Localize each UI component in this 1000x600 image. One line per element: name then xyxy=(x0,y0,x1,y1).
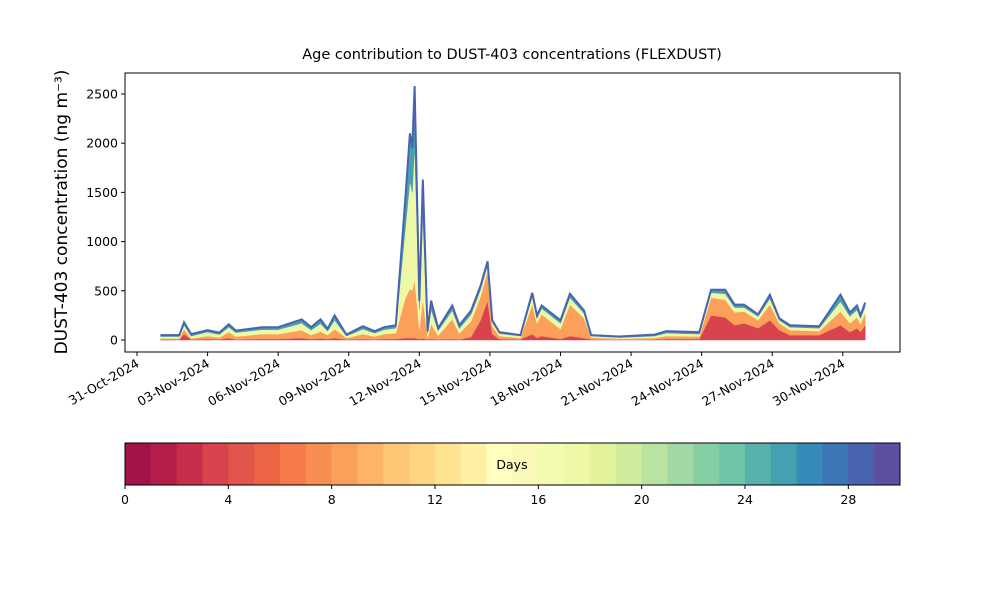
x-tick-label: 30-Nov-2024 xyxy=(770,356,848,409)
colorbar-tick-label: 20 xyxy=(634,492,650,507)
y-tick-label: 2000 xyxy=(86,136,118,151)
colorbar-tick-label: 8 xyxy=(328,492,336,507)
x-tick-label: 15-Nov-2024 xyxy=(417,356,495,409)
colorbar-cell xyxy=(874,443,901,485)
colorbar-cell xyxy=(538,443,565,485)
colorbar-cell xyxy=(409,443,436,485)
x-tick-label: 27-Nov-2024 xyxy=(699,356,777,409)
y-tick-label: 1500 xyxy=(86,185,118,200)
colorbar-cell xyxy=(357,443,384,485)
x-tick-label: 21-Nov-2024 xyxy=(558,356,636,409)
colorbar-cell xyxy=(822,443,849,485)
colorbar-cell xyxy=(202,443,229,485)
colorbar-frame xyxy=(124,442,901,486)
y-tick-label: 500 xyxy=(94,283,118,298)
colorbar-tick-label: 0 xyxy=(121,492,129,507)
colorbar-cell xyxy=(228,443,255,485)
x-tick-label: 06-Nov-2024 xyxy=(205,356,283,409)
x-tick-label: 09-Nov-2024 xyxy=(276,356,354,409)
colorbar-cell xyxy=(512,443,539,485)
colorbar-cell xyxy=(615,443,643,485)
colorbar-cell xyxy=(280,443,307,485)
colorbar-cell xyxy=(770,443,798,485)
colorbar-tick-label: 12 xyxy=(427,492,443,507)
colorbar-tick-label: 28 xyxy=(840,492,856,507)
colorbar-cell xyxy=(254,443,281,485)
colorbar-cell xyxy=(796,443,823,485)
chart-title: Age contribution to DUST-403 concentrati… xyxy=(302,47,722,63)
plot-frame xyxy=(124,72,901,353)
colorbar-cell xyxy=(125,443,152,485)
colorbar-cell xyxy=(383,443,410,485)
x-tick-label: 03-Nov-2024 xyxy=(135,356,213,409)
colorbar-cell xyxy=(590,443,617,485)
colorbar-cell xyxy=(667,443,694,485)
colorbar-cell xyxy=(848,443,875,485)
y-tick-label: 0 xyxy=(110,332,118,347)
colorbar-cell xyxy=(564,443,591,485)
area xyxy=(160,145,866,339)
x-tick-label: 12-Nov-2024 xyxy=(346,356,424,409)
x-tick-label: 31-Oct-2024 xyxy=(66,356,142,408)
colorbar-label: Days xyxy=(496,457,527,472)
x-tick-label: 24-Nov-2024 xyxy=(629,356,707,409)
colorbar-cell xyxy=(486,443,513,485)
x-tick-label: 18-Nov-2024 xyxy=(488,356,566,409)
colorbar-cell xyxy=(331,443,358,485)
y-tick-label: 1000 xyxy=(86,234,118,249)
y-tick-label: 2500 xyxy=(86,86,118,101)
colorbar-cell xyxy=(641,443,668,485)
colorbar-cell xyxy=(176,443,203,485)
y-axis-label: DUST-403 concentration (ng m⁻³) xyxy=(52,70,72,355)
area xyxy=(160,86,866,338)
colorbar-tick-label: 24 xyxy=(737,492,753,507)
colorbar-tick-label: 4 xyxy=(224,492,232,507)
colorbar-cell xyxy=(305,443,333,485)
total-line xyxy=(160,86,867,338)
colorbar-cell xyxy=(745,443,772,485)
colorbar-cell xyxy=(693,443,720,485)
colorbar-cell xyxy=(719,443,746,485)
colorbar-cell xyxy=(460,443,488,485)
colorbar-cell xyxy=(150,443,178,485)
colorbar-tick-label: 16 xyxy=(530,492,546,507)
colorbar-cell xyxy=(435,443,462,485)
